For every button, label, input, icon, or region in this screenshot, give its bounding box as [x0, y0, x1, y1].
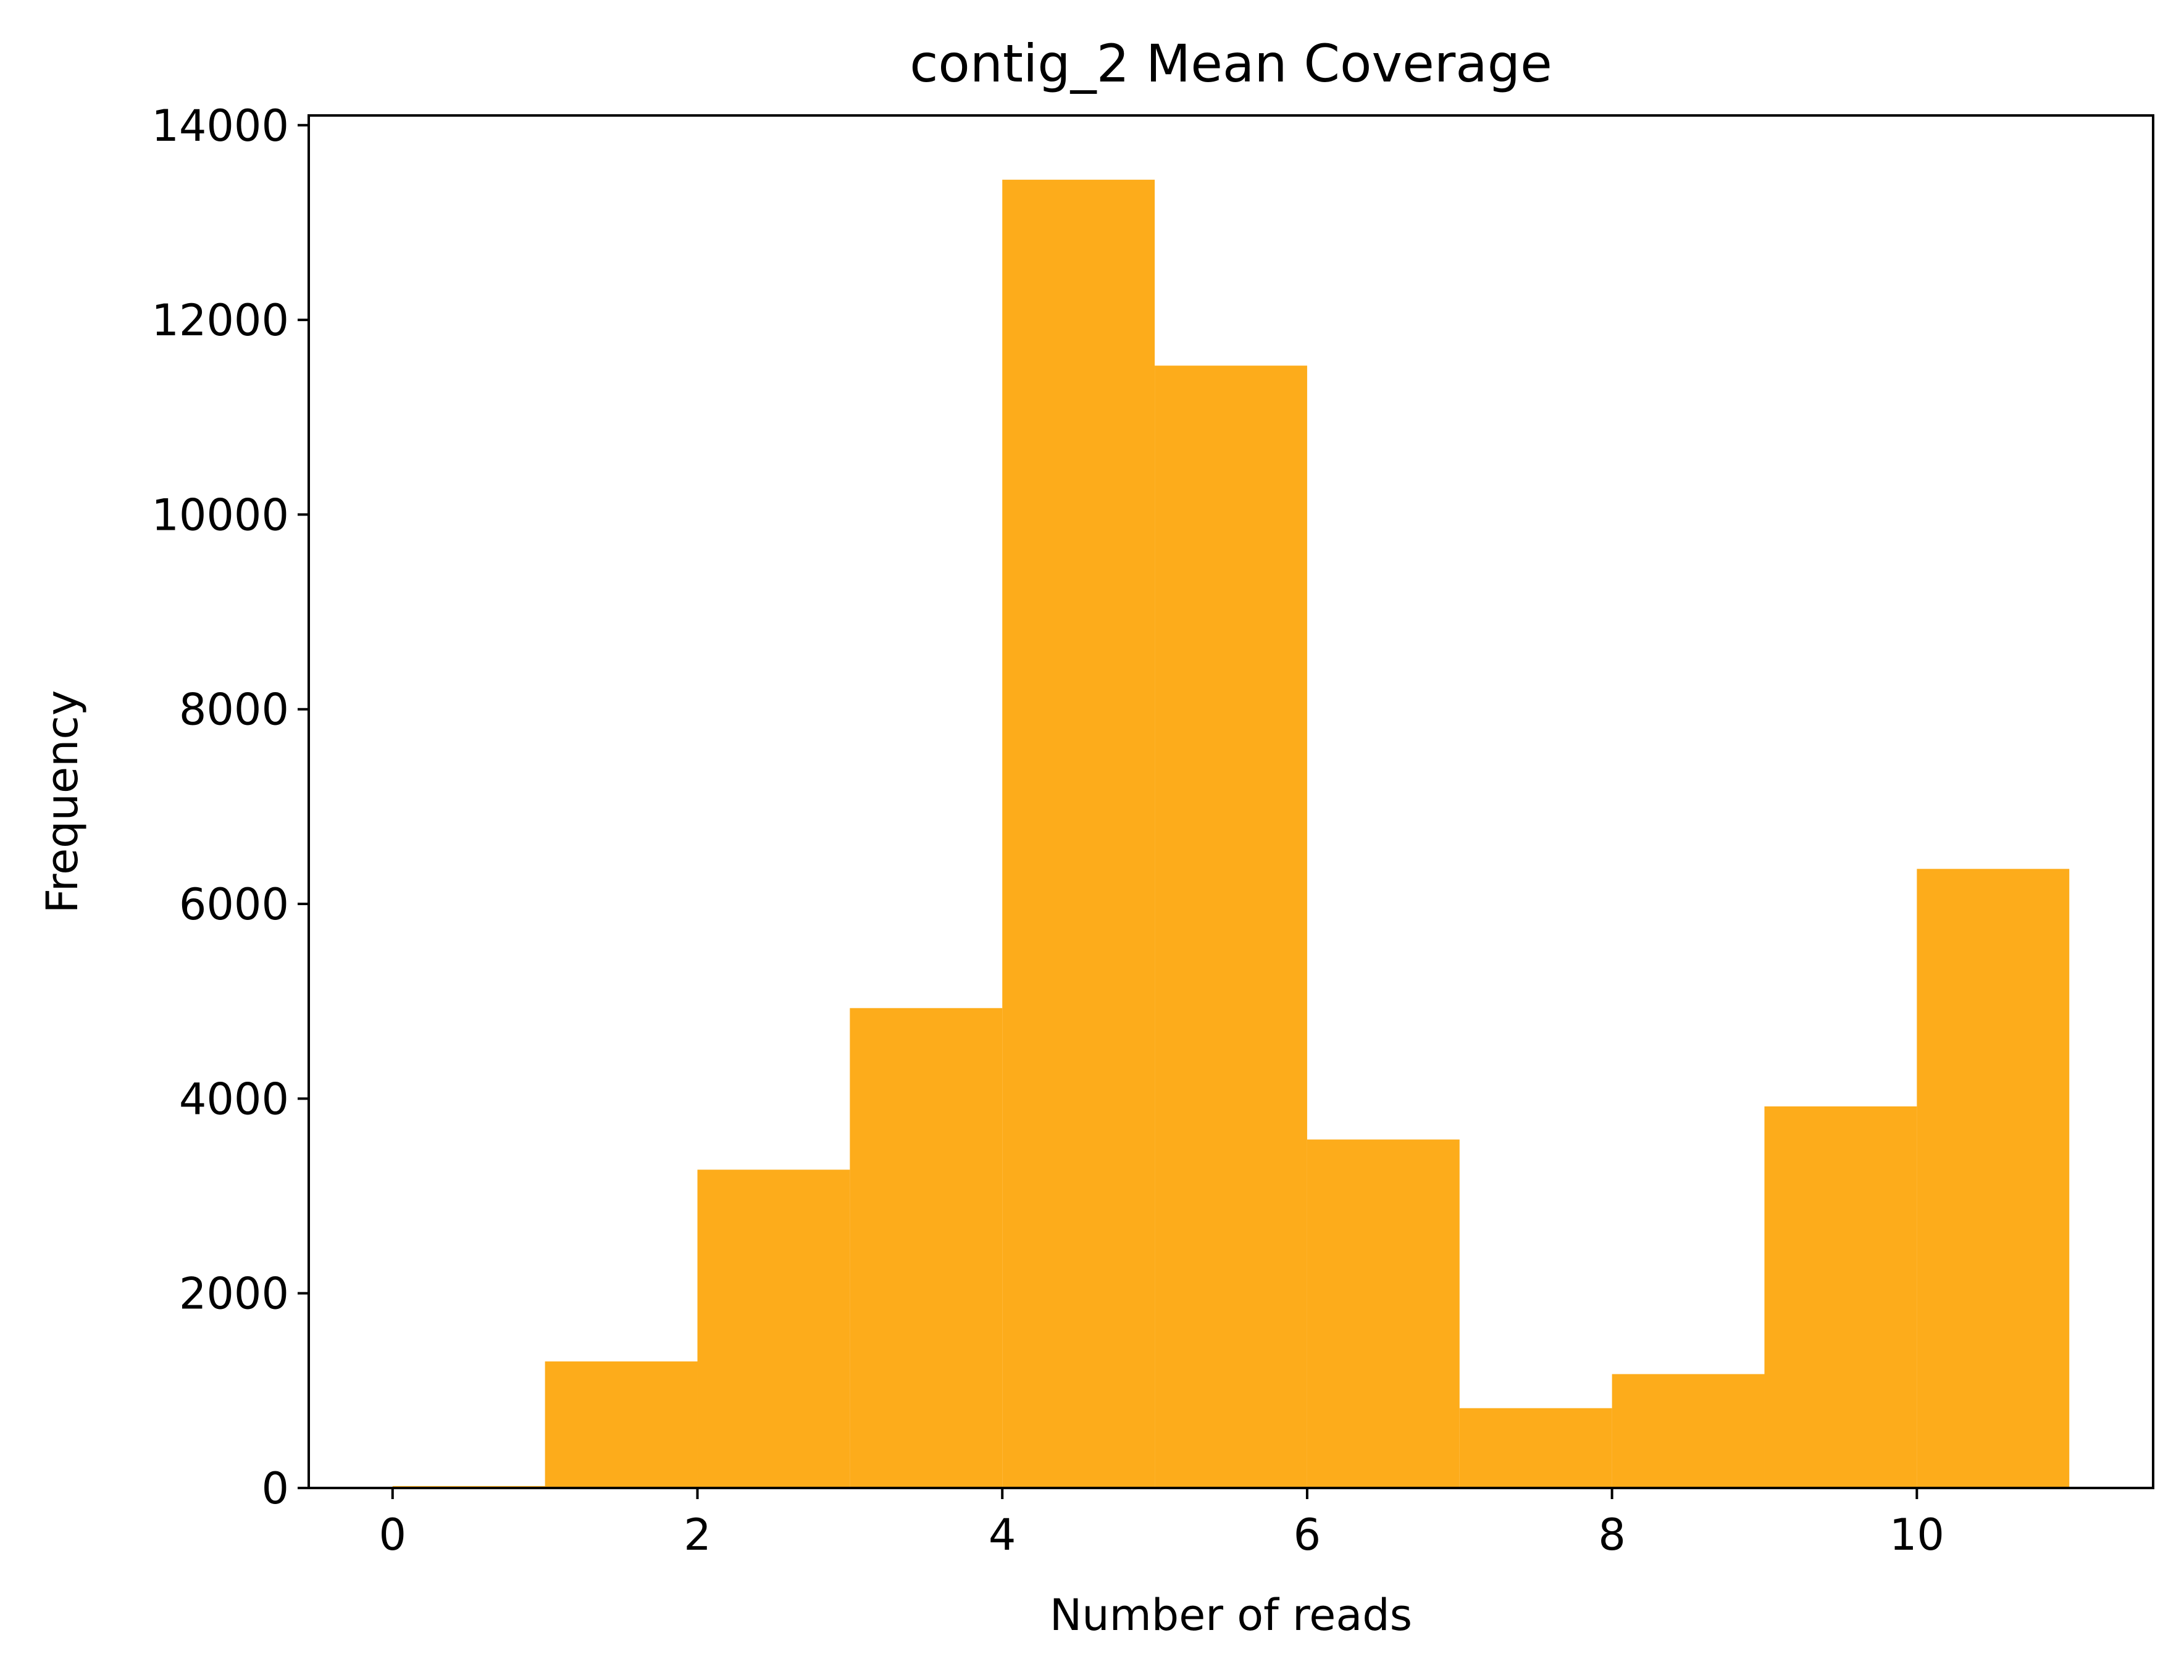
histogram-bar	[1459, 1408, 1612, 1488]
y-tick-label: 0	[261, 1463, 289, 1514]
histogram-bar	[850, 1008, 1003, 1488]
y-tick-label: 2000	[179, 1269, 289, 1319]
bars-group	[392, 180, 2070, 1489]
y-tick-label: 8000	[179, 685, 289, 735]
histogram-bar	[1917, 869, 2070, 1488]
y-tick-label: 12000	[151, 295, 289, 346]
x-tick-label: 6	[1294, 1510, 1321, 1560]
y-tick-label: 14000	[151, 101, 289, 151]
y-axis-label: Frequency	[37, 690, 88, 914]
chart-title: contig_2 Mean Coverage	[910, 33, 1552, 94]
y-tick-label: 4000	[179, 1074, 289, 1124]
x-axis-label: Number of reads	[1050, 1590, 1412, 1640]
y-tick-label: 6000	[179, 879, 289, 930]
histogram-bar	[1155, 366, 1307, 1489]
histogram-bar	[1002, 180, 1155, 1488]
x-tick-label: 4	[989, 1510, 1016, 1560]
histogram-bar	[545, 1361, 698, 1488]
x-tick-label: 0	[379, 1510, 406, 1560]
x-tick-label: 8	[1598, 1510, 1626, 1560]
histogram-bar	[1307, 1139, 1460, 1488]
ticks-group: 0 2 4 6 8 10 0 2000 4000 6000 8000 10000 12000 14000	[151, 101, 1944, 1560]
y-tick-label: 10000	[151, 490, 289, 540]
x-tick-label: 2	[684, 1510, 711, 1560]
histogram-bar	[1764, 1106, 1917, 1488]
x-tick-label: 10	[1889, 1510, 1944, 1560]
plot-area-frame	[308, 114, 2154, 1489]
histogram-bar	[1612, 1374, 1765, 1488]
histogram-bar	[697, 1169, 850, 1488]
